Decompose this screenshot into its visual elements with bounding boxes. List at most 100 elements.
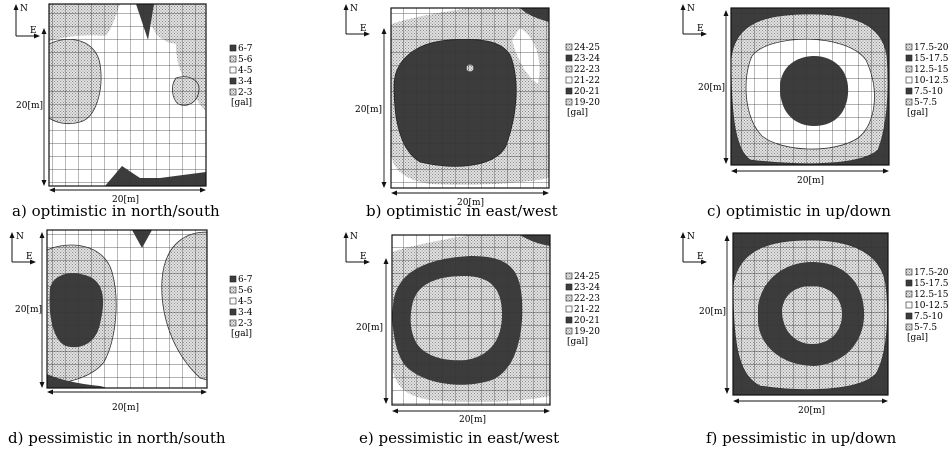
legend-item: 6-7: [229, 44, 253, 54]
legend-item: 17.5-20: [905, 268, 948, 278]
legend-label: 23-24: [574, 283, 600, 293]
legend-item: 3-4: [229, 308, 253, 318]
legend-swatch: [565, 98, 573, 106]
legend-swatch: [229, 66, 237, 74]
legend-swatch: [565, 272, 573, 280]
legend-item: 22-23: [565, 294, 600, 304]
legend-label: 6-7: [238, 275, 253, 285]
legend-label: 22-23: [574, 294, 600, 304]
dimension-horizontal: 20[m]: [391, 190, 549, 208]
legend-swatch: [229, 286, 237, 294]
legend-item: 5-7.5: [905, 323, 937, 333]
east-label: E: [30, 26, 37, 36]
legend-label: 7.5-10: [914, 87, 943, 97]
dimension-horizontal: 20[m]: [49, 187, 206, 205]
legend-label: 5-7.5: [914, 323, 937, 333]
dimension-vertical: 20[m]: [16, 28, 47, 186]
legend-label: 4-5: [238, 66, 253, 76]
legend-label: 15-17.5: [914, 279, 948, 289]
legend-label: 5-6: [238, 55, 253, 65]
legend: 17.5-2015-17.512.5-1510-12.57.5-105-7.5[…: [905, 268, 948, 343]
legend-swatch: [229, 55, 237, 63]
legend-item: 19-20: [565, 98, 600, 108]
legend-item: 20-21: [565, 87, 600, 97]
legend-item: 10-12.5: [905, 76, 948, 86]
legend-label: 21-22: [574, 305, 600, 315]
legend-label: 19-20: [574, 327, 600, 337]
legend-label: 3-4: [238, 308, 253, 318]
dimension-label: 20[m]: [459, 415, 486, 425]
legend-label: 17.5-20: [914, 268, 948, 278]
panel-c: N E 20[m] 20[m] 17.5-2015-17.512.5-1510-…: [680, 4, 948, 220]
legend-swatch: [565, 65, 573, 73]
legend-swatch: [905, 43, 913, 51]
legend-item: 5-6: [229, 286, 253, 296]
legend-unit: [gal]: [231, 98, 252, 108]
legend-item: 15-17.5: [905, 279, 948, 289]
legend-item: 24-25: [565, 272, 600, 282]
legend-label: 15-17.5: [914, 54, 948, 64]
legend-swatch: [905, 98, 913, 106]
dimension-horizontal: 20[m]: [731, 168, 889, 186]
dimension-label: 20[m]: [698, 83, 725, 93]
legend-swatch: [229, 77, 237, 85]
east-label: E: [360, 24, 367, 34]
legend-swatch: [905, 312, 913, 320]
dimension-label: 20[m]: [356, 323, 383, 333]
legend-label: 23-24: [574, 54, 600, 64]
legend-label: 17.5-20: [914, 43, 948, 53]
legend-item: 5-7.5: [905, 98, 937, 108]
panel-caption: b) optimistic in east/west: [366, 202, 558, 220]
legend-swatch: [565, 283, 573, 291]
legend-swatch: [229, 88, 237, 96]
compass: N E: [9, 232, 36, 265]
legend: 6-75-64-53-42-3[gal]: [229, 44, 253, 108]
legend-label: 20-21: [574, 316, 600, 326]
contour-map: [730, 7, 890, 166]
panel-caption: d) pessimistic in north/south: [8, 429, 226, 447]
contour-map: [391, 234, 551, 406]
dimension-horizontal: 20[m]: [733, 398, 888, 416]
legend-label: 21-22: [574, 76, 600, 86]
legend-swatch: [905, 268, 913, 276]
legend-item: 17.5-20: [905, 43, 948, 53]
compass: N E: [343, 232, 370, 265]
compass: N E: [343, 4, 370, 37]
legend-swatch: [905, 65, 913, 73]
north-label: N: [350, 232, 358, 242]
legend-swatch: [229, 44, 237, 52]
panel-e: N E 20[m] 20[m] 24-2523-2422-2321-2220-2…: [343, 232, 600, 447]
legend-swatch: [565, 43, 573, 51]
legend-item: 24-25: [565, 43, 600, 53]
legend-unit: [gal]: [907, 333, 928, 343]
legend-swatch: [565, 316, 573, 324]
compass: N E: [680, 232, 707, 265]
dimension-vertical: 20[m]: [356, 258, 389, 404]
legend-swatch: [905, 87, 913, 95]
legend-item: 2-3: [229, 88, 253, 98]
compass: N E: [13, 4, 40, 39]
legend-label: 19-20: [574, 98, 600, 108]
east-label: E: [697, 252, 704, 262]
legend: 6-75-64-53-42-3[gal]: [229, 275, 253, 339]
legend-swatch: [229, 319, 237, 327]
north-label: N: [350, 4, 358, 14]
east-label: E: [697, 24, 704, 34]
legend-item: 10-12.5: [905, 301, 948, 311]
legend-item: 21-22: [565, 305, 600, 315]
legend-label: 10-12.5: [914, 76, 948, 86]
compass: N E: [680, 4, 707, 37]
dimension-label: 20[m]: [16, 101, 43, 111]
legend-swatch: [565, 294, 573, 302]
panel-f: N E 20[m] 20[m] 17.5-2015-17.512.5-1510-…: [680, 232, 948, 447]
contour-map: [390, 7, 550, 189]
legend-label: 4-5: [238, 297, 253, 307]
legend-item: 7.5-10: [905, 312, 943, 322]
legend-label: 2-3: [238, 88, 253, 98]
panel-d: N E 20[m] 20[m] 6-75-64-53-42-3[gal] d) …: [8, 229, 253, 447]
legend-item: 12.5-15: [905, 290, 948, 300]
dimension-vertical: 20[m]: [699, 235, 730, 394]
legend-label: 12.5-15: [914, 290, 948, 300]
north-label: N: [20, 4, 28, 14]
